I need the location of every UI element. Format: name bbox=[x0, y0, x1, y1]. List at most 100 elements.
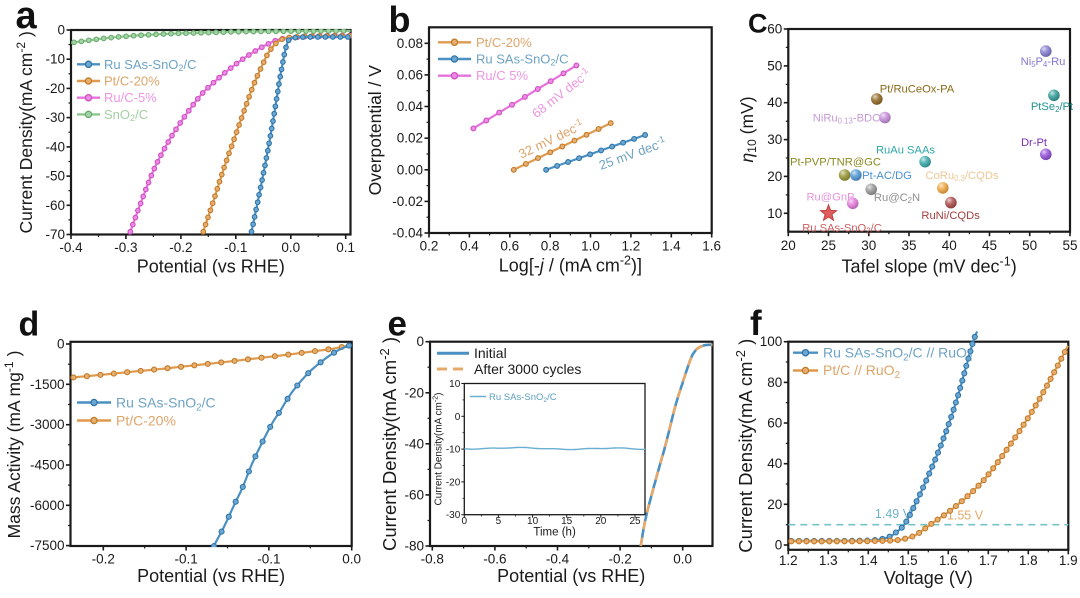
svg-text:-40: -40 bbox=[404, 436, 424, 451]
svg-text:30: 30 bbox=[861, 238, 876, 253]
svg-text:-0.3: -0.3 bbox=[114, 240, 137, 255]
svg-text:e: e bbox=[388, 305, 407, 344]
svg-text:-0.1: -0.1 bbox=[257, 552, 280, 567]
svg-text:PtSe2/Pt: PtSe2/Pt bbox=[1031, 101, 1074, 114]
svg-text:-10: -10 bbox=[446, 445, 461, 456]
svg-text:Current Density(mA cm-2 ): Current Density(mA cm-2 ) bbox=[733, 339, 756, 553]
svg-text:20: 20 bbox=[767, 169, 782, 184]
svg-text:Current Density(mA cm-2 ): Current Density(mA cm-2 ) bbox=[14, 31, 36, 233]
svg-text:0.08: 0.08 bbox=[397, 36, 423, 51]
svg-text:-6000: -6000 bbox=[30, 498, 65, 513]
svg-text:-0.6: -0.6 bbox=[483, 552, 506, 567]
svg-text:Potential (vs RHE): Potential (vs RHE) bbox=[137, 566, 285, 586]
svg-text:60: 60 bbox=[767, 22, 782, 37]
svg-text:25: 25 bbox=[821, 238, 836, 253]
svg-text:10: 10 bbox=[767, 206, 782, 221]
svg-text:1.6: 1.6 bbox=[702, 239, 721, 254]
svg-text:RuNi/CQDs: RuNi/CQDs bbox=[921, 210, 980, 222]
svg-text:0: 0 bbox=[455, 412, 461, 423]
svg-text:Pt-PVP/TNR@GC: Pt-PVP/TNR@GC bbox=[790, 157, 881, 169]
svg-text:d: d bbox=[19, 306, 40, 344]
svg-text:Pt/C-20%: Pt/C-20% bbox=[116, 413, 176, 429]
svg-text:-50: -50 bbox=[45, 169, 65, 184]
svg-text:Tafel slope (mV dec-1): Tafel slope (mV dec-1) bbox=[841, 255, 1016, 277]
svg-text:a: a bbox=[16, 0, 38, 37]
svg-text:1.4: 1.4 bbox=[859, 553, 878, 568]
svg-text:-0.4: -0.4 bbox=[546, 552, 570, 567]
svg-text:55: 55 bbox=[1062, 238, 1077, 253]
svg-text:CoRu0.3/CQDs: CoRu0.3/CQDs bbox=[925, 170, 998, 183]
svg-text:Ru/C-5%: Ru/C-5% bbox=[104, 90, 157, 105]
svg-text:-30: -30 bbox=[446, 510, 461, 521]
svg-text:Ru SAs-SnO2/C // RuO2: Ru SAs-SnO2/C // RuO2 bbox=[823, 344, 972, 363]
svg-text:80: 80 bbox=[767, 375, 782, 390]
svg-text:Ru SAs-SnO2/C: Ru SAs-SnO2/C bbox=[802, 222, 882, 235]
svg-text:Pt-AC/DG: Pt-AC/DG bbox=[862, 170, 912, 182]
svg-text:40: 40 bbox=[767, 95, 782, 110]
svg-text:Ru SAs-SnO2/C: Ru SAs-SnO2/C bbox=[116, 395, 216, 414]
svg-text:0.0: 0.0 bbox=[673, 552, 692, 567]
svg-text:10: 10 bbox=[527, 516, 539, 527]
svg-text:Current Density(mA cm-2 ): Current Density(mA cm-2 ) bbox=[377, 337, 400, 551]
svg-text:-70: -70 bbox=[45, 227, 65, 242]
svg-text:1.6: 1.6 bbox=[939, 553, 958, 568]
svg-text:5: 5 bbox=[496, 516, 502, 527]
svg-text:20: 20 bbox=[781, 238, 796, 253]
svg-text:1.49 V: 1.49 V bbox=[875, 507, 912, 521]
svg-text:Dr-Pt: Dr-Pt bbox=[1021, 137, 1048, 149]
svg-text:1.5: 1.5 bbox=[899, 553, 918, 568]
svg-text:SnO2/C: SnO2/C bbox=[104, 107, 148, 123]
svg-text:Voltage (V): Voltage (V) bbox=[884, 568, 973, 588]
svg-text:1.3: 1.3 bbox=[819, 553, 838, 568]
svg-text:1.7: 1.7 bbox=[979, 553, 998, 568]
svg-text:Ru@C2N: Ru@C2N bbox=[874, 192, 920, 205]
svg-text:-60: -60 bbox=[45, 198, 65, 213]
svg-text:40: 40 bbox=[942, 238, 957, 253]
svg-text:Potential (vs RHE): Potential (vs RHE) bbox=[137, 257, 285, 277]
svg-text:45: 45 bbox=[982, 238, 997, 253]
svg-text:0: 0 bbox=[775, 538, 783, 553]
svg-text:Pt/RuCeOx-PA: Pt/RuCeOx-PA bbox=[880, 84, 955, 96]
svg-text:b: b bbox=[389, 0, 411, 40]
svg-text:Potential (vs RHE): Potential (vs RHE) bbox=[497, 566, 645, 586]
svg-text:-20: -20 bbox=[446, 477, 461, 488]
svg-text:-3000: -3000 bbox=[30, 417, 65, 432]
svg-text:50: 50 bbox=[1022, 238, 1037, 253]
svg-text:0: 0 bbox=[57, 337, 65, 352]
svg-text:1.0: 1.0 bbox=[581, 239, 600, 254]
svg-text:-0.2: -0.2 bbox=[169, 240, 192, 255]
svg-text:1.4: 1.4 bbox=[662, 239, 681, 254]
svg-text:0.02: 0.02 bbox=[397, 131, 423, 146]
svg-text:C: C bbox=[748, 9, 768, 39]
svg-text:After 3000 cycles: After 3000 cycles bbox=[474, 361, 581, 377]
svg-text:η10 (mV): η10 (mV) bbox=[737, 96, 759, 162]
svg-text:0: 0 bbox=[57, 23, 65, 38]
svg-text:1.9: 1.9 bbox=[1059, 553, 1078, 568]
svg-text:1.2: 1.2 bbox=[622, 239, 641, 254]
svg-text:-40: -40 bbox=[45, 139, 65, 154]
svg-text:Current Density(mA cm-2): Current Density(mA cm-2) bbox=[433, 393, 445, 506]
svg-text:0.1: 0.1 bbox=[336, 240, 355, 255]
svg-text:0.4: 0.4 bbox=[460, 239, 479, 254]
svg-text:f: f bbox=[750, 304, 762, 343]
svg-text:0.2: 0.2 bbox=[420, 239, 439, 254]
svg-text:15: 15 bbox=[561, 516, 573, 527]
svg-text:-0.2: -0.2 bbox=[608, 552, 631, 567]
svg-text:0.0: 0.0 bbox=[342, 552, 361, 567]
svg-text:10: 10 bbox=[449, 379, 461, 390]
svg-text:Pt/C-20%: Pt/C-20% bbox=[104, 74, 160, 89]
svg-text:Time (h): Time (h) bbox=[533, 527, 576, 539]
svg-text:-7500: -7500 bbox=[30, 538, 65, 553]
svg-text:0.06: 0.06 bbox=[397, 67, 423, 82]
svg-text:0.00: 0.00 bbox=[397, 162, 423, 177]
svg-text:-0.1: -0.1 bbox=[174, 552, 197, 567]
svg-text:Pt/C // RuO2: Pt/C // RuO2 bbox=[823, 362, 900, 381]
svg-text:0: 0 bbox=[416, 334, 424, 349]
svg-text:-0.04: -0.04 bbox=[392, 226, 423, 241]
svg-text:-1500: -1500 bbox=[30, 377, 65, 392]
svg-text:Ni5P4-Ru: Ni5P4-Ru bbox=[1021, 56, 1066, 69]
svg-text:-0.4: -0.4 bbox=[59, 240, 83, 255]
svg-text:0.8: 0.8 bbox=[541, 239, 560, 254]
svg-text:RuAu SAAs: RuAu SAAs bbox=[876, 145, 935, 157]
svg-text:60: 60 bbox=[767, 416, 782, 431]
